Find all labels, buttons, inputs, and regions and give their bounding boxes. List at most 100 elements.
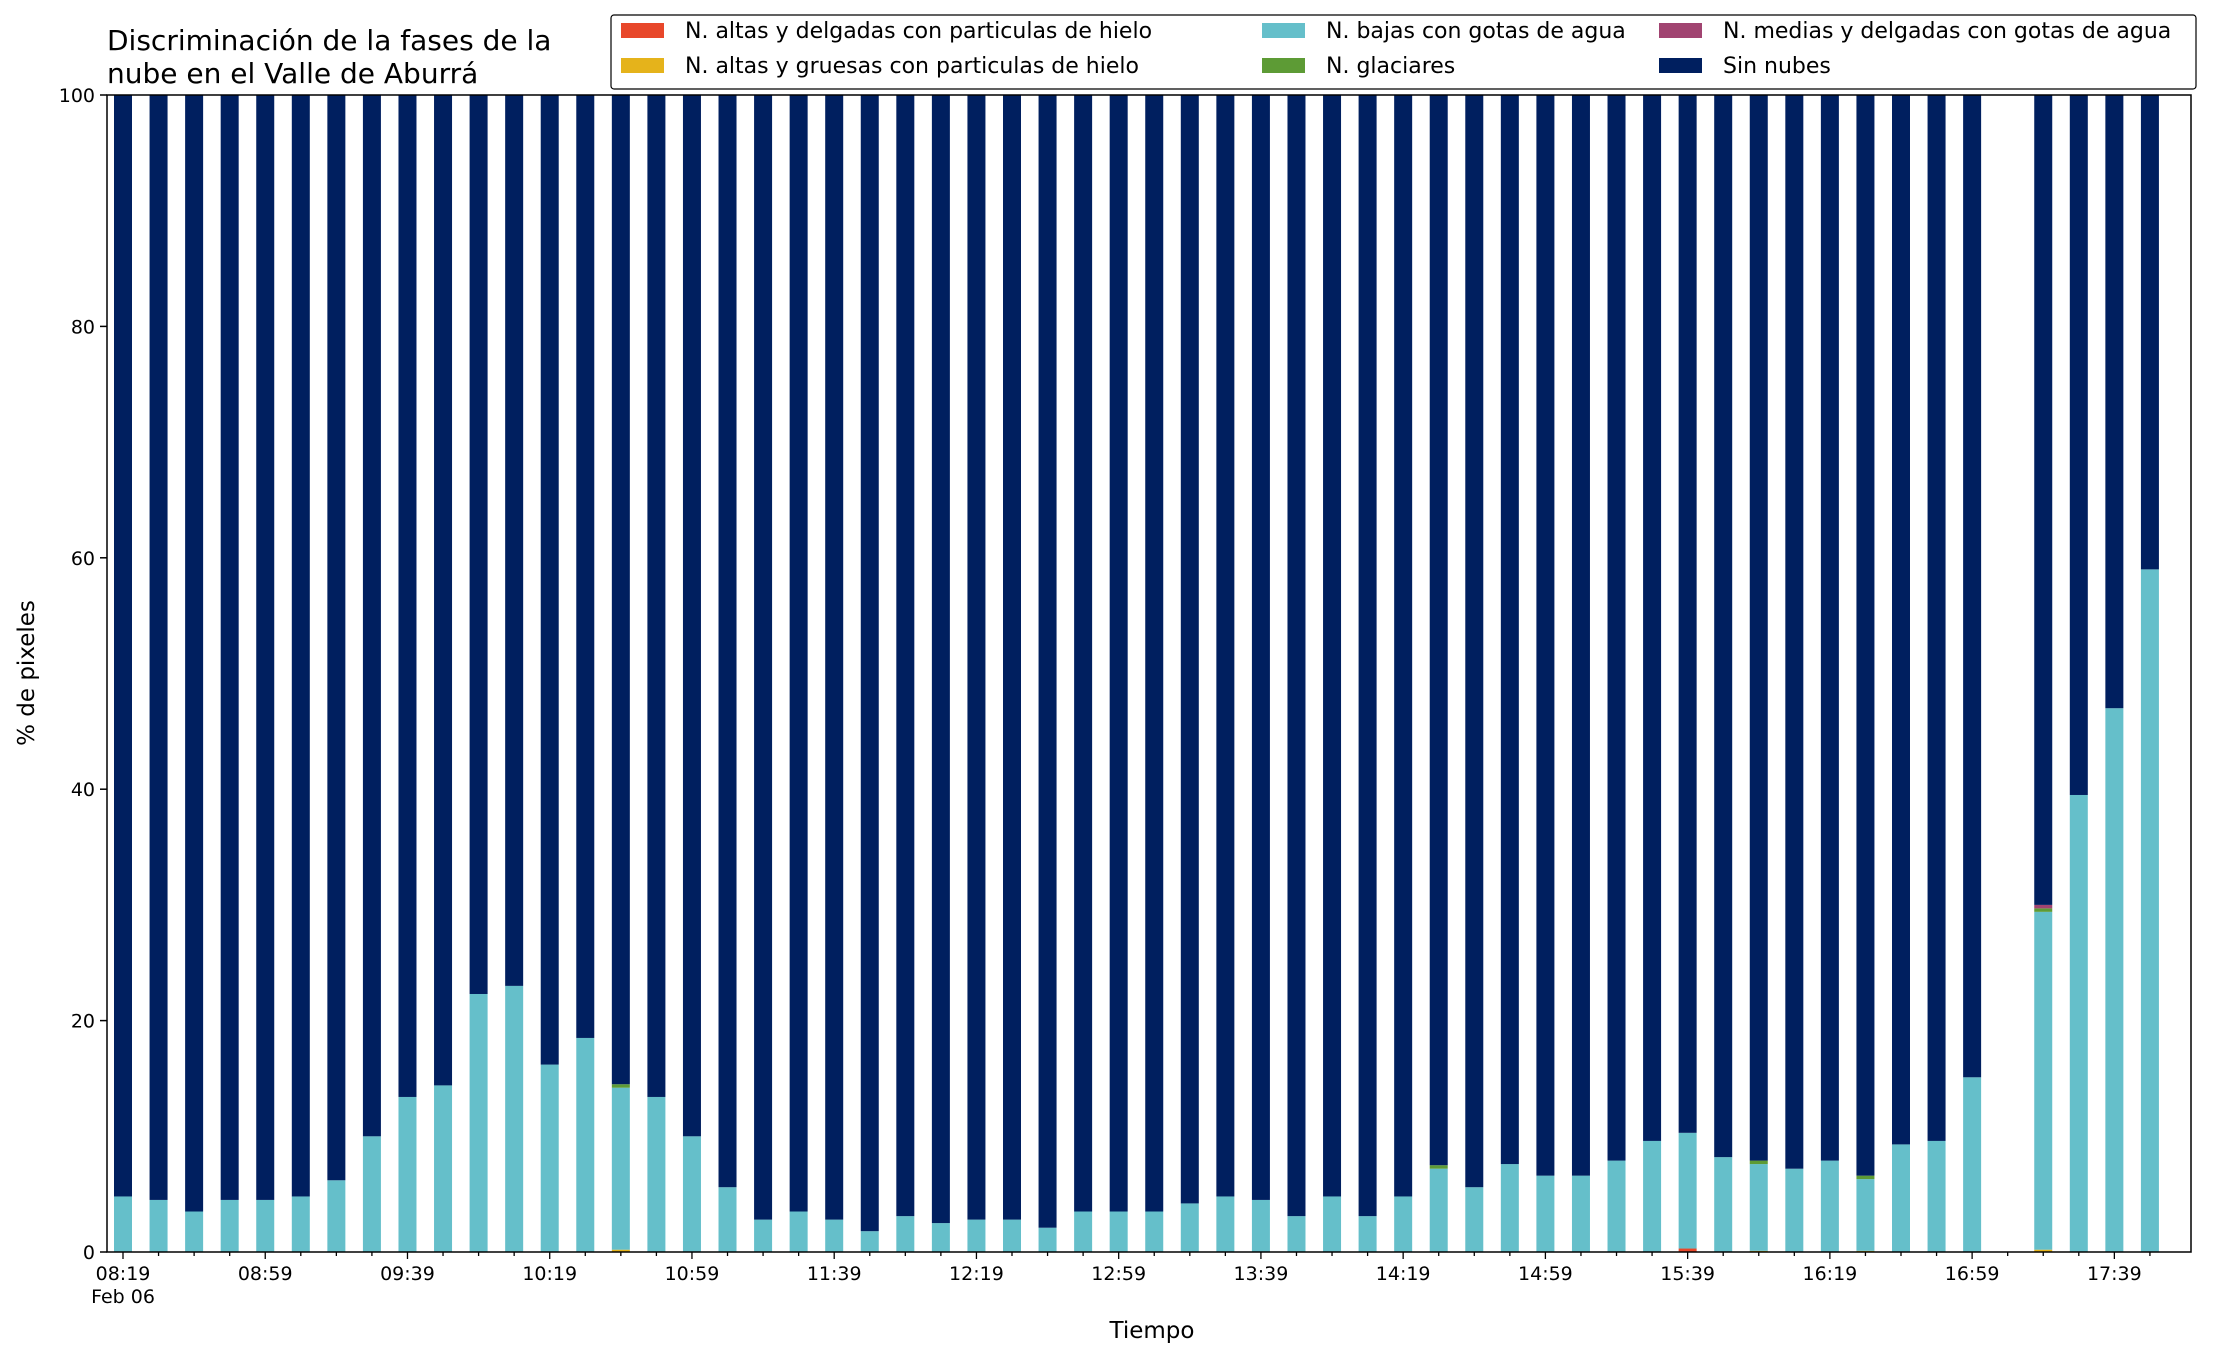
bar-segment-5-52 [1963,95,1982,1078]
x-axis: 08:19 08:59 09:39 10:19 10:59 11:39 12:19 12:59… [91,1252,2151,1308]
bar-segment-3-14 [611,1084,630,1088]
bar-segment-5-20 [825,95,844,1220]
bar-segment-5-3 [220,95,239,1200]
legend-swatch-1 [621,58,664,73]
bar-segment-5-14 [611,95,630,1085]
bar-segment-0-44 [1678,1248,1697,1252]
bar-segment-5-15 [647,95,666,1097]
bar-segment-2-31 [1216,1196,1235,1252]
bar-segment-2-28 [1109,1211,1128,1252]
x-tick-label-14: 17:39 [2087,1263,2142,1285]
bar-segment-2-43 [1643,1140,1662,1252]
x-tick-label-11: 15:39 [1660,1263,1715,1285]
y-tick-label-1: 20 [71,1011,95,1033]
bar-segment-1-14 [611,1249,630,1252]
bar-segment-5-2 [185,95,204,1212]
bar-segment-2-2 [185,1211,204,1252]
bar-segment-5-10 [469,95,488,994]
x-tick-label-1: 08:59 [238,1263,293,1285]
bar-segment-5-30 [1180,95,1199,1204]
bar-segment-2-9 [434,1085,453,1252]
x-tick-label-5: 11:39 [807,1263,862,1285]
bar-segment-2-10 [469,993,488,1252]
bar-segment-2-22 [896,1216,915,1252]
x-tick-label-3: 10:19 [522,1263,577,1285]
bar-segment-2-35 [1358,1216,1377,1252]
bar-segment-2-6 [327,1180,346,1252]
bar-segment-2-20 [825,1219,844,1252]
bar-segment-5-36 [1394,95,1413,1197]
bar-segment-5-5 [291,95,310,1197]
bar-segment-5-34 [1323,95,1342,1197]
bar-segment-5-11 [505,95,524,986]
bar-segment-5-17 [718,95,737,1188]
bar-segment-2-29 [1145,1211,1164,1252]
bar-segment-5-50 [1892,95,1910,1145]
legend-label-2: N. bajas con gotas de agua [1326,19,1626,44]
bar-segment-2-8 [398,1096,417,1252]
bar-segment-2-57 [2140,569,2159,1252]
x-tick-label-0: 08:19 [96,1263,151,1285]
chart-title: Discriminación de la fases de la nube en… [107,24,551,90]
bar-segment-2-21 [860,1231,879,1252]
x-tick-label-6: 12:19 [949,1263,1004,1285]
y-tick-label-5: 100 [59,85,95,107]
bar-segment-2-42 [1607,1160,1626,1252]
bar-segment-2-50 [1892,1144,1910,1252]
legend-label-5: Sin nubes [1723,54,1831,79]
bar-segment-4-54 [2034,904,2053,909]
bar-segment-2-32 [1251,1199,1270,1252]
bar-segment-5-4 [256,95,275,1200]
x-tick-label-13: 16:59 [1945,1263,2000,1285]
bar-segment-2-34 [1323,1196,1342,1252]
bar-segment-5-24 [967,95,986,1220]
bar-segment-5-29 [1145,95,1164,1212]
bar-segment-2-23 [931,1223,950,1252]
legend-label-0: N. altas y delgadas con particulas de hi… [685,19,1152,44]
bar-segment-5-47 [1785,95,1804,1169]
bar-segment-5-46 [1749,95,1768,1161]
bar-segment-5-22 [896,95,915,1217]
legend-swatch-4 [1659,23,1702,38]
bars-layer [114,95,2159,1252]
x-tick-label-4: 10:59 [665,1263,720,1285]
x-axis-label: Tiempo [1109,1318,1195,1344]
bar-segment-2-7 [362,1136,381,1252]
bar-segment-2-18 [754,1219,773,1252]
bar-segment-5-31 [1216,95,1235,1197]
bar-segment-5-27 [1074,95,1093,1212]
bar-segment-5-51 [1927,95,1946,1141]
bar-segment-3-49 [1856,1175,1875,1180]
bar-segment-5-6 [327,95,346,1181]
bar-segment-1-54 [2034,1249,2053,1252]
bar-segment-5-25 [1003,95,1021,1220]
bar-segment-2-11 [505,985,524,1252]
x-tick-label-12: 16:19 [1802,1263,1857,1285]
y-tick-label-3: 60 [71,548,95,570]
y-tick-label-2: 40 [71,779,95,801]
bar-segment-5-57 [2140,95,2159,570]
chart-title-line-1: Discriminación de la fases de la [107,24,551,57]
bar-segment-5-42 [1607,95,1626,1161]
x-tick-label-7: 12:59 [1091,1263,1146,1285]
bar-segment-5-38 [1465,95,1484,1188]
bar-segment-2-26 [1038,1227,1057,1252]
legend-swatch-3 [1262,58,1305,73]
x-tick-label-2: 09:39 [380,1263,435,1285]
bar-segment-5-43 [1643,95,1662,1141]
bar-segment-5-12 [540,95,559,1065]
bar-segment-2-15 [647,1096,666,1252]
bar-segment-5-8 [398,95,417,1097]
bar-segment-5-39 [1500,95,1519,1165]
x-tick-label-8: 13:39 [1234,1263,1289,1285]
bar-segment-5-32 [1251,95,1270,1200]
legend: N. altas y delgadas con particulas de hi… [610,14,2197,90]
bar-segment-5-54 [2034,95,2053,905]
bar-segment-3-54 [2034,908,2053,912]
bar-segment-5-0 [114,95,132,1197]
x-tick-label-9: 14:19 [1376,1263,1431,1285]
bar-segment-2-24 [967,1219,986,1252]
bar-segment-5-28 [1109,95,1128,1212]
bar-segment-5-35 [1358,95,1377,1217]
